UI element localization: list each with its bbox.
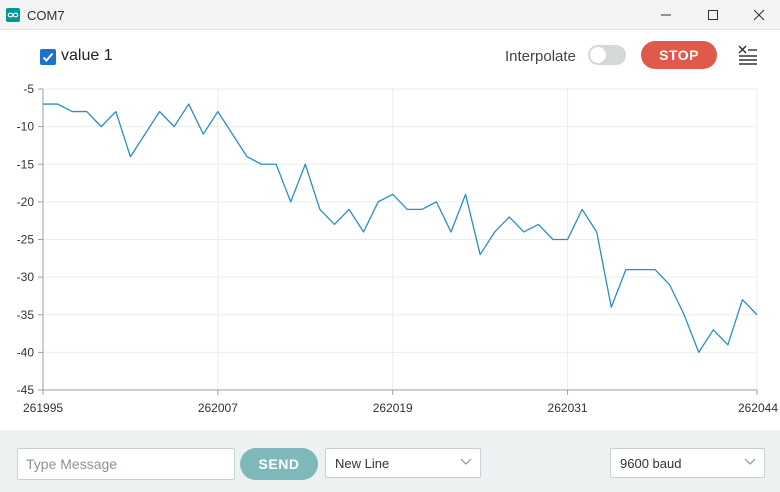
clear-output-button[interactable] (737, 44, 759, 66)
message-bar: SEND New Line 9600 baud (0, 430, 780, 492)
message-input[interactable] (17, 448, 235, 480)
minimize-button[interactable] (643, 0, 689, 30)
x-tick-label: 262031 (548, 401, 588, 415)
baud-rate-value: 9600 baud (620, 456, 682, 471)
x-tick-label: 262007 (198, 401, 238, 415)
interpolate-label: Interpolate (505, 48, 576, 65)
y-tick-label: -5 (23, 82, 34, 96)
maximize-button[interactable] (690, 0, 736, 30)
clear-output-icon (738, 45, 757, 65)
y-tick-label: -10 (17, 120, 35, 134)
x-tick-label: 261995 (23, 401, 63, 415)
legend-checkbox[interactable] (40, 49, 56, 65)
plotter-toolbar: value 1 Interpolate STOP (0, 30, 780, 82)
send-button[interactable]: SEND (240, 448, 318, 480)
y-tick-label: -40 (17, 345, 35, 359)
y-tick-label: -45 (17, 383, 35, 397)
checkmark-icon (42, 52, 54, 62)
close-button[interactable] (736, 0, 780, 30)
close-icon (753, 9, 765, 21)
maximize-icon (708, 10, 718, 20)
x-tick-label: 262019 (373, 401, 413, 415)
line-ending-value: New Line (335, 456, 390, 471)
toggle-knob (590, 47, 606, 63)
y-tick-label: -20 (17, 195, 35, 209)
y-tick-label: -35 (17, 308, 35, 322)
chevron-down-icon (744, 458, 756, 465)
x-tick-label: 262044 (738, 401, 778, 415)
y-tick-label: -15 (17, 157, 35, 171)
y-tick-label: -30 (17, 270, 35, 284)
baud-rate-select[interactable]: 9600 baud (610, 448, 765, 478)
series-line-value-1 (43, 103, 758, 354)
stop-button[interactable]: STOP (641, 41, 717, 69)
arduino-infinity-icon (6, 8, 20, 22)
serial-plot-chart: -5 -10 -15 -20 -25 -30 -35 -40 -45 261995 262007 26… (17, 82, 779, 415)
window-title: COM7 (27, 8, 65, 23)
title-bar: COM7 (0, 0, 780, 30)
minimize-icon (661, 14, 671, 16)
line-ending-select[interactable]: New Line (325, 448, 481, 478)
interpolate-toggle[interactable] (588, 45, 626, 65)
chevron-down-icon (460, 458, 472, 465)
legend-label[interactable]: value 1 (61, 47, 113, 64)
y-tick-label: -25 (17, 233, 35, 247)
